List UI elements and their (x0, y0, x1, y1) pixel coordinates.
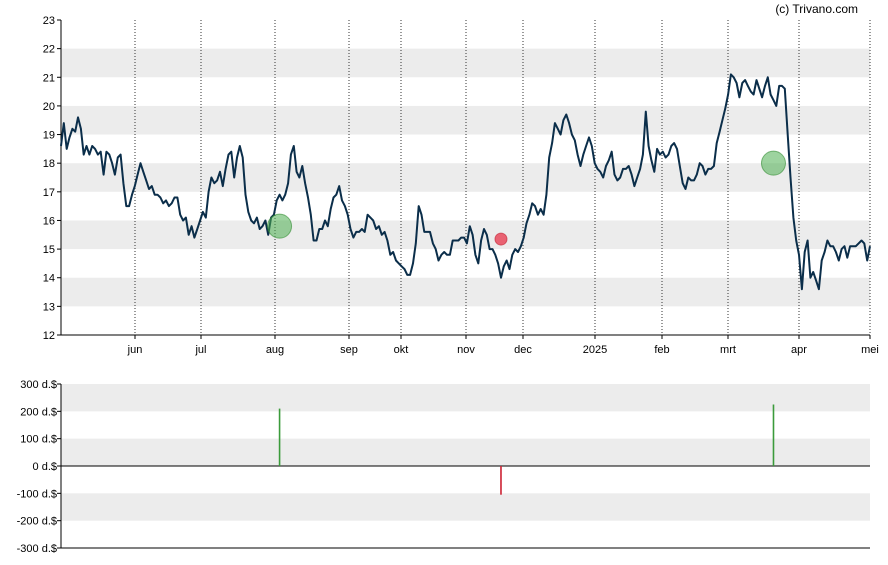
volume-band (61, 438, 870, 466)
price-line (60, 73, 871, 291)
price-y-axis-ticks: 12 13 14 15 16 17 18 19 20 21 22 23 (43, 15, 61, 342)
buy-signal-marker (760, 150, 786, 176)
x-tick-label: jul (194, 344, 206, 356)
x-tick-label: mrt (720, 344, 736, 356)
volume-y-tick-label: 300 d.$ (20, 379, 57, 391)
volume-y-tick-label: -200 d.$ (17, 516, 57, 528)
volume-y-tick-label: 0 d.$ (33, 461, 57, 473)
sell-signal-marker (494, 232, 508, 246)
y-tick-label: 12 (43, 330, 55, 342)
volume-y-tick-label: 200 d.$ (20, 406, 57, 418)
y-tick-label: 19 (43, 130, 55, 142)
y-tick-label: 23 (43, 15, 55, 27)
volume-y-tick-label: 100 d.$ (20, 434, 57, 446)
volume-y-axis-ticks: 300 d.$ 200 d.$ 100 d.$ 0 d.$ -100 d.$ -200 d… (17, 379, 61, 555)
y-tick-label: 16 (43, 215, 55, 227)
credit-label: (c) Trivano.com (775, 2, 858, 16)
x-tick-label: okt (394, 344, 409, 356)
y-tick-label: 20 (43, 101, 55, 113)
volume-bars (278, 404, 775, 495)
x-tick-label: sep (340, 344, 358, 356)
price-signal-markers (267, 150, 786, 246)
y-tick-label: 18 (43, 158, 55, 170)
price-band (61, 277, 870, 307)
y-tick-label: 17 (43, 187, 55, 199)
x-tick-label: aug (266, 344, 284, 356)
volume-chart-bands (61, 384, 870, 521)
x-tick-label: nov (457, 344, 475, 356)
x-tick-label: jun (127, 344, 143, 356)
x-tick-label: 2025 (583, 344, 607, 356)
volume-band (61, 384, 870, 412)
volume-y-tick-label: -100 d.$ (17, 488, 57, 500)
x-tick-label: feb (654, 344, 669, 356)
volume-y-tick-label: -300 d.$ (17, 543, 57, 555)
x-tick-label: dec (514, 344, 532, 356)
y-tick-label: 14 (43, 273, 55, 285)
price-x-axis-ticks: jun jul aug sep okt nov dec 2025 feb mrt apr mei (127, 335, 879, 356)
price-series (60, 73, 871, 291)
buy-signal-marker (267, 213, 293, 239)
y-tick-label: 22 (43, 44, 55, 56)
y-tick-label: 13 (43, 301, 55, 313)
y-tick-label: 21 (43, 72, 55, 84)
y-tick-label: 15 (43, 244, 55, 256)
x-tick-label: mei (861, 344, 879, 356)
volume-band (61, 493, 870, 521)
x-tick-label: apr (791, 344, 807, 356)
